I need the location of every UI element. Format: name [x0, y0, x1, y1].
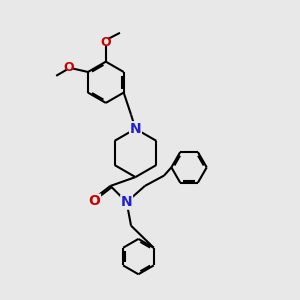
Text: O: O — [64, 61, 74, 74]
Text: O: O — [100, 36, 111, 49]
Text: N: N — [121, 195, 132, 209]
Text: O: O — [88, 194, 101, 208]
Text: N: N — [130, 122, 141, 136]
